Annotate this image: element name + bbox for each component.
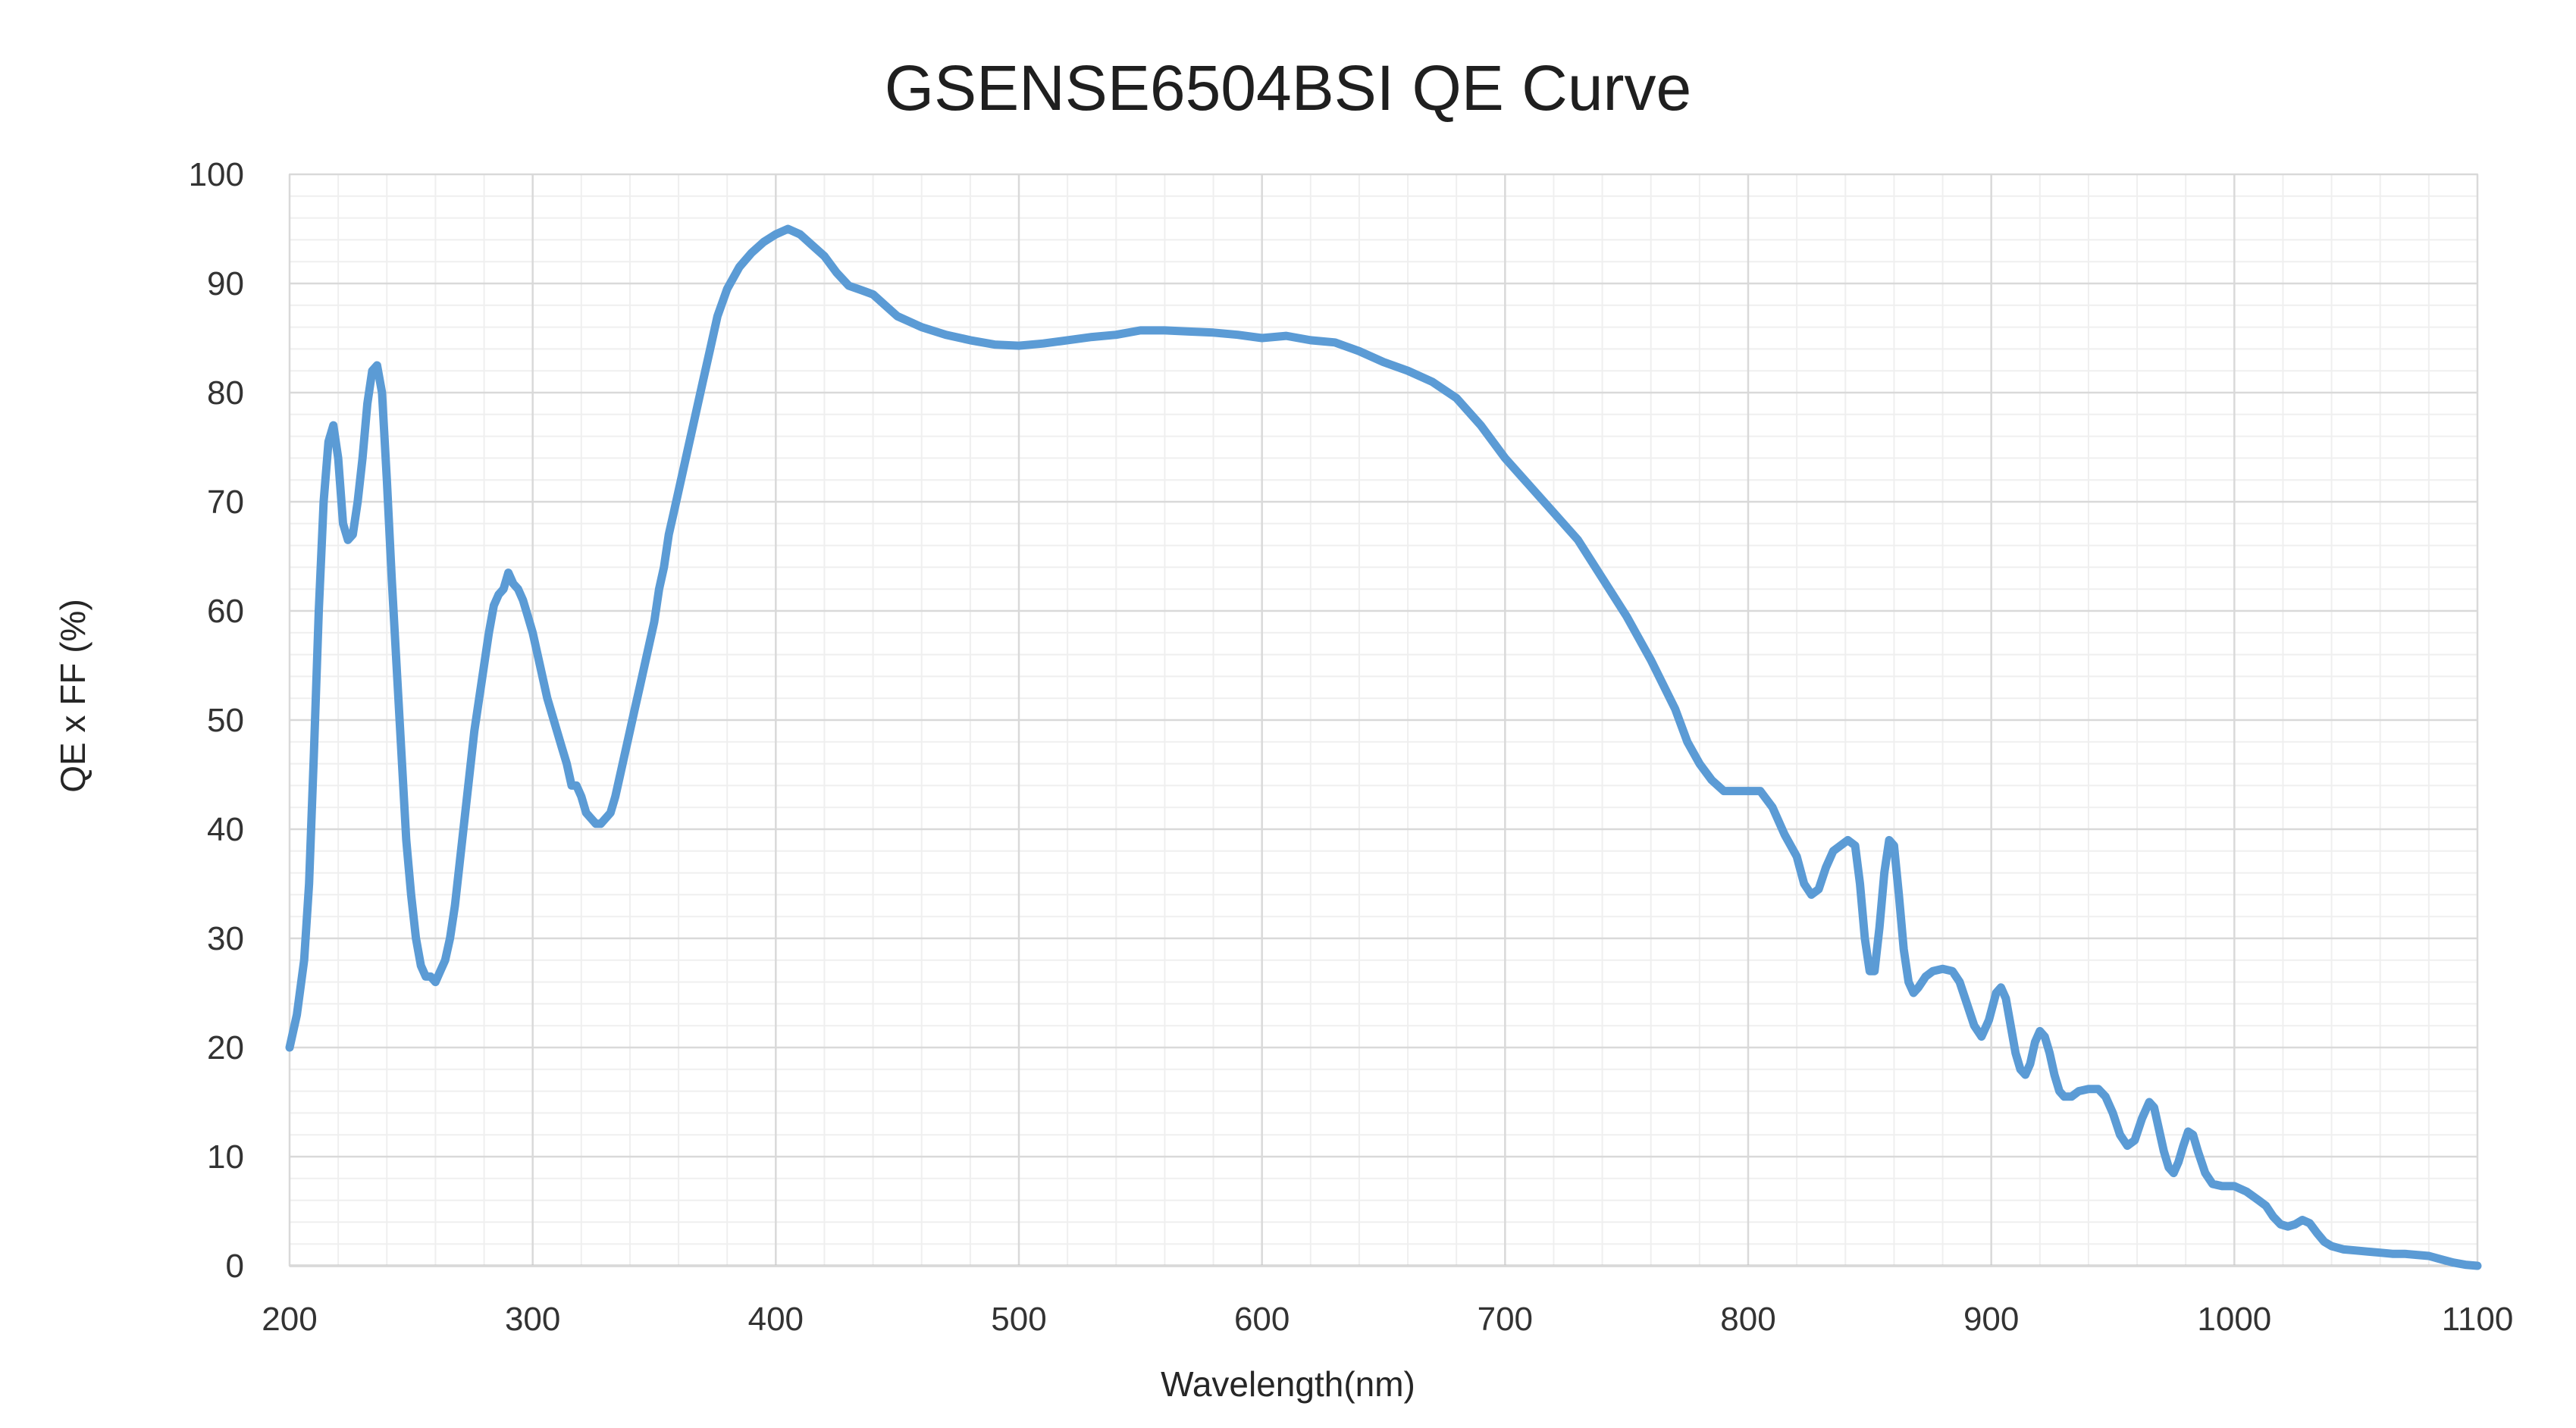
x-tick-label: 600 — [1234, 1301, 1290, 1338]
y-tick-label: 50 — [207, 702, 244, 739]
qe-series-line — [285, 224, 2482, 1270]
x-tick-label: 200 — [262, 1301, 317, 1338]
y-tick-label: 30 — [207, 920, 244, 957]
x-tick-label: 400 — [748, 1301, 804, 1338]
x-axis-ticks: 200 300 400 500 600 700 800 900 1000 1100 — [262, 1301, 2513, 1338]
y-tick-label: 70 — [207, 484, 244, 521]
x-tick-label: 500 — [991, 1301, 1046, 1338]
chart-title: GSENSE6504BSI QE Curve — [885, 52, 1691, 124]
x-tick-label: 1000 — [2197, 1301, 2271, 1338]
x-tick-label: 1100 — [2442, 1301, 2514, 1338]
y-tick-label: 100 — [189, 156, 244, 193]
x-tick-label: 800 — [1720, 1301, 1775, 1338]
y-tick-label: 40 — [207, 811, 244, 848]
y-tick-label: 10 — [207, 1138, 244, 1176]
y-axis-ticks: 0 10 20 30 40 50 60 70 80 90 100 — [189, 156, 244, 1285]
y-tick-label: 80 — [207, 374, 244, 412]
x-tick-label: 700 — [1478, 1301, 1533, 1338]
y-tick-label: 90 — [207, 265, 244, 302]
plot-area-frame — [289, 174, 2478, 1267]
y-tick-label: 0 — [226, 1248, 244, 1285]
y-axis-label: QE x FF (%) — [53, 599, 92, 793]
x-tick-label: 900 — [1963, 1301, 2019, 1338]
x-tick-label: 300 — [505, 1301, 560, 1338]
y-tick-label: 60 — [207, 593, 244, 630]
y-tick-label: 20 — [207, 1029, 244, 1066]
x-axis-label: Wavelength(nm) — [1161, 1364, 1415, 1404]
